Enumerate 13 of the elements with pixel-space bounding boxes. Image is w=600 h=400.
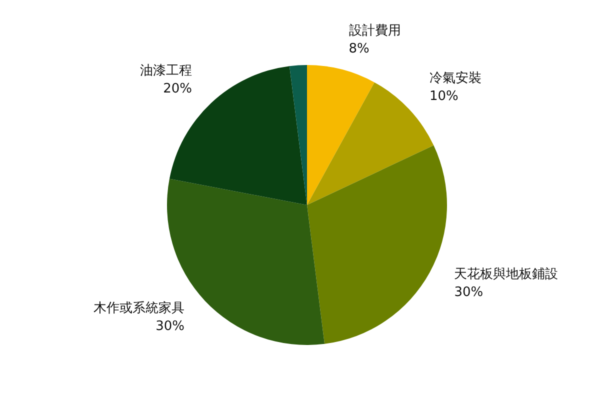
data-label: 30% [156, 319, 185, 334]
slice-label: 油漆工程 [140, 64, 192, 79]
pie-slice [289, 65, 307, 205]
data-label: 8% [348, 41, 370, 56]
pie-slice [307, 65, 374, 205]
slice-label: 天花板與地板鋪設 [454, 266, 558, 282]
slice-label: 設計費用 [348, 23, 401, 38]
pie-slice [307, 145, 447, 344]
data-label: 20% [163, 82, 192, 97]
data-label: 10% [429, 88, 458, 104]
data-label: 30% [454, 284, 484, 300]
slice-label: 木作或系統家具 [94, 300, 185, 316]
slice-label: 冷氣安裝 [429, 70, 482, 86]
